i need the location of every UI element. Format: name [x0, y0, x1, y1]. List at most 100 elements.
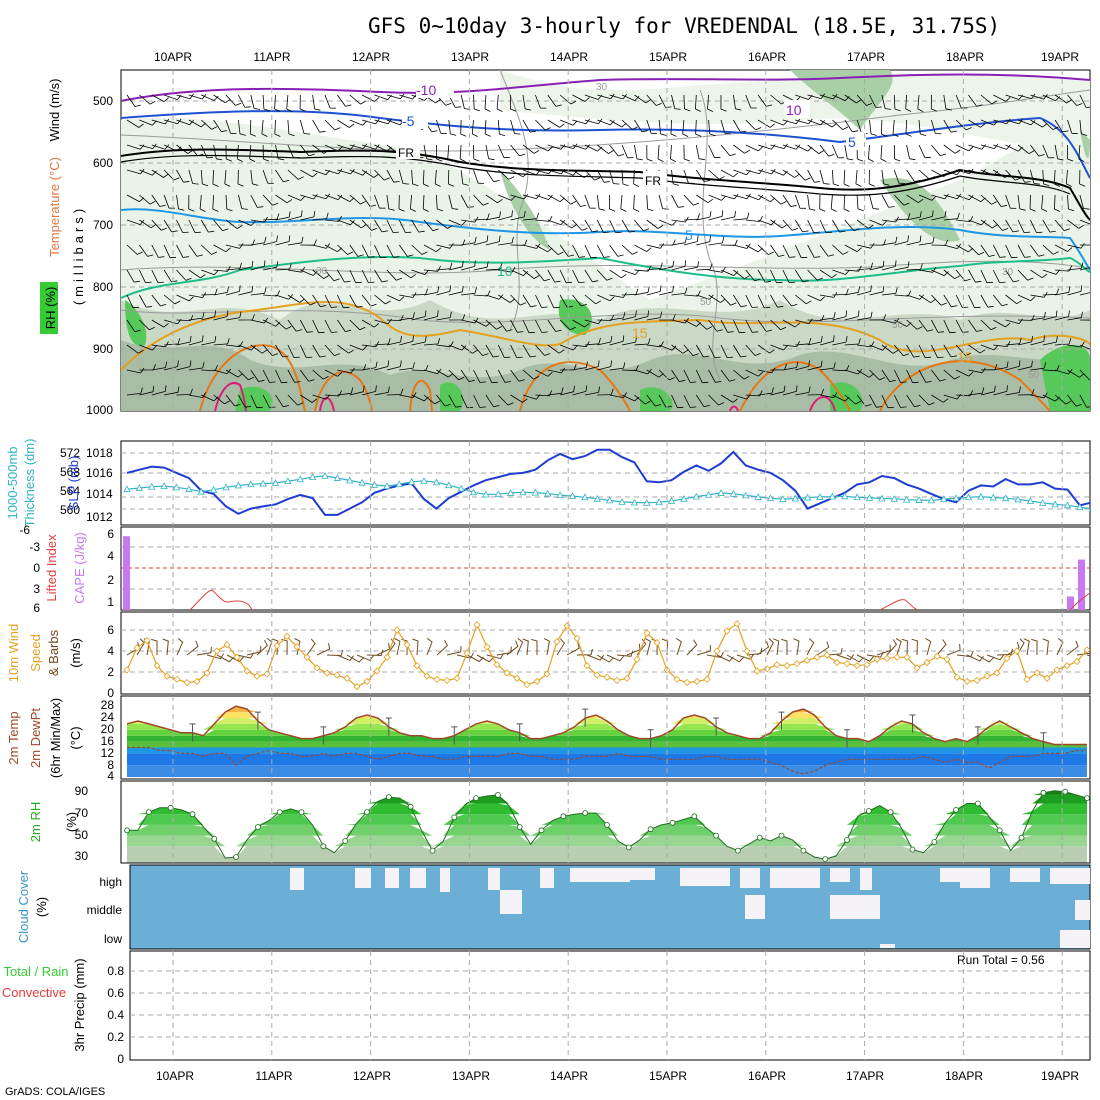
- wind-barb: [275, 394, 290, 408]
- wind-barb: [535, 294, 548, 308]
- wind-barb: [238, 285, 254, 296]
- wind-barb: [980, 219, 998, 229]
- thickness-point: [1026, 497, 1035, 504]
- wind-barb: [955, 168, 974, 175]
- wind-barb: [819, 335, 835, 346]
- wind10-point: [253, 672, 261, 680]
- wind-barb: [1055, 286, 1071, 296]
- wind-barb: [918, 319, 934, 332]
- ylabel-t2m-a: 2m Temp: [6, 711, 21, 764]
- wind-barb: [832, 94, 850, 101]
- thickness-point: [531, 488, 540, 496]
- wind-barb: [324, 344, 341, 356]
- wind-barb: [510, 269, 528, 276]
- wind-barb: [225, 311, 242, 321]
- wind-barb: [1079, 319, 1090, 321]
- wind-barb: [337, 367, 355, 374]
- wind-barb: [1055, 310, 1070, 321]
- wind-barb: [139, 94, 156, 105]
- wind-barb: [1079, 292, 1090, 296]
- precip-grid: [130, 970, 1090, 1038]
- wind-barb: [572, 194, 587, 207]
- thickness-tick: 572: [60, 446, 80, 460]
- wind-barb: [745, 194, 764, 201]
- wind-barb: [782, 341, 800, 347]
- wind-barb: [176, 360, 192, 371]
- rh2m-point: [211, 835, 218, 842]
- wind10-barb: [294, 638, 301, 656]
- wind-barb: [609, 312, 626, 321]
- wind-barb: [261, 119, 268, 137]
- wind-barb: [832, 244, 849, 255]
- wind-barb: [436, 285, 451, 296]
- wind-barb: [287, 394, 304, 406]
- wind-barb: [1030, 335, 1045, 346]
- wind-barb: [807, 294, 825, 302]
- wind-barb: [795, 169, 811, 181]
- wind-barb: [832, 288, 849, 296]
- wind-barb: [634, 219, 650, 232]
- wind-barb: [139, 194, 156, 205]
- wind-barb: [250, 287, 267, 296]
- wind10-barb: [766, 638, 774, 656]
- ylabel-thickness-a: 1000-500mb: [5, 447, 20, 520]
- wind10-barb: [773, 638, 780, 656]
- wind-barb: [1092, 95, 1100, 110]
- wind-barb: [646, 144, 653, 162]
- wind-barb: [422, 194, 429, 212]
- rh2m-point: [451, 814, 458, 821]
- wind-barb: [535, 269, 551, 282]
- wind-barb: [807, 194, 816, 211]
- wind-barb: [199, 194, 206, 212]
- wind-barb: [225, 144, 232, 162]
- wind-barb: [1005, 169, 1021, 181]
- wind-barb: [473, 94, 481, 112]
- wind-barb: [559, 344, 578, 351]
- thickness-point: [828, 492, 837, 500]
- rh2m-point: [756, 834, 763, 841]
- t2m-tick: 20: [101, 722, 115, 736]
- temp-minmax-bar: [844, 729, 850, 748]
- wind-barb: [126, 387, 143, 396]
- wind-barb: [906, 169, 921, 182]
- thickness-point: [432, 478, 441, 486]
- wind10-point: [153, 662, 161, 670]
- wind-barb: [485, 319, 502, 330]
- wind-barb: [411, 288, 428, 296]
- wind10-barb: [336, 654, 354, 662]
- pressure-ticks: 500 600 700 800 900 1000: [86, 94, 113, 417]
- wind-barb: [163, 219, 178, 233]
- wind-barb: [572, 244, 586, 258]
- wind-barb: [671, 369, 686, 382]
- wind-barb: [436, 262, 453, 271]
- ylabel-precip-b: Convective: [2, 985, 66, 1000]
- thickness-point: [605, 496, 614, 504]
- thickness-point: [754, 493, 762, 500]
- wind-barb: [745, 168, 764, 175]
- rh2m-point: [233, 854, 240, 860]
- wind10-point: [993, 669, 1001, 677]
- cloud-clear-patch: [355, 868, 371, 888]
- credit: GrADS: COLA/IGES: [5, 1086, 105, 1098]
- wind-barb: [1079, 194, 1090, 210]
- thickness-point: [643, 499, 651, 506]
- wind10-point: [403, 641, 411, 649]
- wind-barb: [422, 169, 429, 187]
- wind-barb: [670, 144, 677, 162]
- wind10-barb: [476, 654, 494, 663]
- wind10-point: [173, 675, 181, 683]
- wind-barb: [943, 344, 958, 358]
- wind-barb: [448, 239, 466, 246]
- wind-barb: [473, 213, 490, 221]
- wind-barb: [906, 344, 920, 358]
- wind-barb: [423, 394, 441, 405]
- wind-barb: [547, 94, 562, 107]
- rh2m-point: [778, 832, 785, 839]
- rh2m-point: [167, 804, 174, 811]
- wind10-barb: [976, 654, 994, 663]
- li-tick: 3: [33, 582, 40, 596]
- wind-barb: [535, 94, 547, 109]
- wind10-point: [963, 677, 971, 686]
- wind-barb: [708, 294, 726, 303]
- pressure-tick: 900: [93, 342, 113, 356]
